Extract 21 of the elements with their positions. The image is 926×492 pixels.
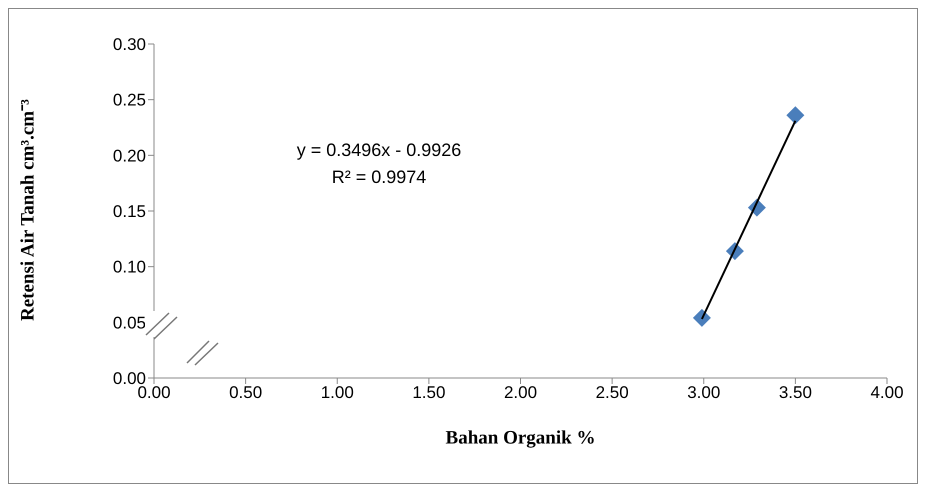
x-tick-label: 2.00 (504, 383, 538, 402)
y-tick-label: 0.20 (112, 146, 146, 166)
x-tick-label: 2.50 (596, 383, 629, 402)
y-tick-label: 0.05 (112, 313, 146, 332)
x-tick-label: 1.00 (320, 383, 354, 402)
y-tick-label: 0.15 (112, 202, 146, 222)
point (692, 308, 711, 327)
x-tick-label: 3.50 (778, 383, 812, 402)
y-tick-label: 0.25 (112, 90, 146, 110)
y-tick-label: 0.10 (112, 258, 146, 277)
x-tick-label: 0.50 (229, 383, 262, 402)
x-tick-label: 4.00 (870, 383, 904, 402)
point (786, 106, 804, 124)
annotation: y = 0.3496x - 0.9926 (296, 139, 462, 162)
x-tick-label: 0.00 (137, 383, 171, 402)
annotation: R² = 0.9974 (330, 166, 428, 189)
x-tick-label: 1.50 (412, 383, 446, 402)
y-tick-label: 0.30 (112, 35, 146, 54)
y-axis-title: Retensi Air Tanah cm³.cm⁻³ (18, 98, 39, 321)
x-axis-title: Bahan Organik % (446, 427, 596, 448)
x-tick-label: 3.00 (687, 383, 720, 402)
